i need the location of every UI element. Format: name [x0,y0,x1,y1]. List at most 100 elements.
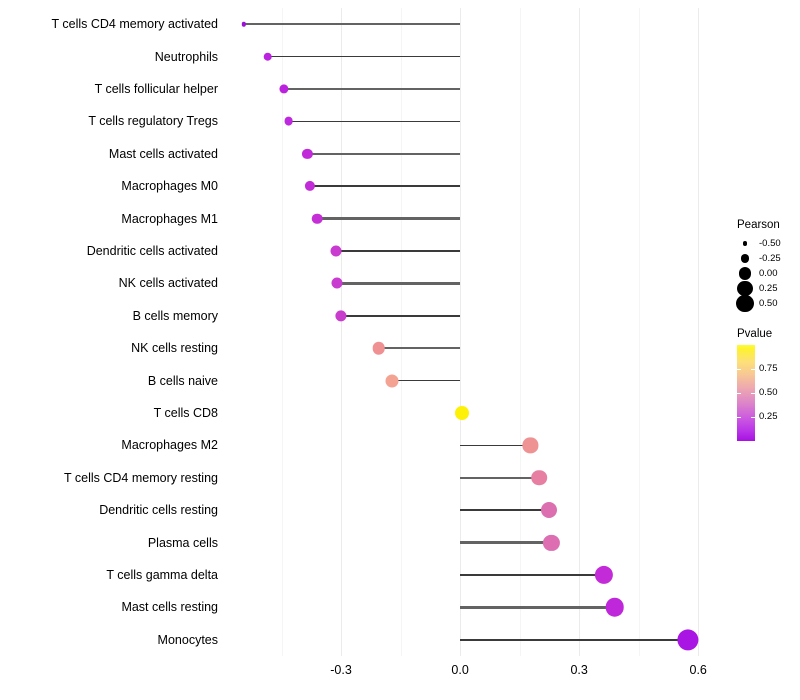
y-axis-tick-label: Plasma cells [147,535,218,550]
lollipop-stem [267,55,461,58]
lollipop-dot[interactable] [372,341,386,355]
y-axis-tick-label: Macrophages M2 [121,438,218,453]
y-axis-tick-label: NK cells activated [118,276,218,291]
lollipop-stem [310,185,461,187]
lollipop-stem [460,639,689,641]
lollipop-dot[interactable] [605,598,625,617]
size-legend-dot [742,241,748,246]
gridline-major [579,8,581,656]
size-legend-label: -0.50 [759,237,781,249]
y-axis-tick-label: T cells gamma delta [106,567,218,582]
colorbar-tick-mark [751,393,755,394]
lollipop-dot[interactable] [455,406,470,420]
size-legend-label: 0.50 [759,297,778,309]
colorbar-tick-mark [737,369,741,370]
colorbar-tick-mark [751,417,755,418]
lollipop-dot[interactable] [311,213,323,224]
size-legend-title: Pearson [737,219,780,231]
lollipop-dot[interactable] [278,84,289,94]
colorbar-wrap: 0.75 0.50 0.25 [735,345,795,441]
y-axis-tick-label: Dendritic cells resting [99,502,218,517]
colorbar-tick-label: 0.25 [759,411,778,422]
lollipop-stem [460,574,605,576]
size-legend-entry[interactable]: 0.00 [735,266,800,281]
size-legend-entry[interactable]: -0.25 [735,251,800,266]
lollipop-dot[interactable] [331,277,343,289]
colorbar-tick-label: 0.50 [759,387,778,398]
lollipop-dot[interactable] [541,502,558,519]
lollipop-dot[interactable] [335,310,347,322]
color-legend: Pvalue 0.75 0.50 0.25 [735,327,800,441]
size-legend-label: 0.00 [759,267,778,279]
legend-area: Pearson -0.50 -0.25 0.00 0.25 0.50 Pvalue 0.… [735,218,800,468]
y-axis-tick-label: B cells naive [147,373,218,388]
lollipop-stem [391,379,461,382]
size-legend-entry[interactable]: -0.50 [735,236,800,251]
colorbar-tick-mark [751,369,755,370]
y-axis-tick-label: Neutrophils [154,49,218,64]
lollipop-dot[interactable] [522,437,538,453]
lollipop-dot[interactable] [385,374,399,388]
size-legend-entry[interactable]: 0.50 [735,294,800,313]
size-legend-entry[interactable]: 0.25 [735,280,800,297]
x-axis-tick-mark [341,656,343,660]
y-axis-tick-label: Dendritic cells activated [86,243,218,258]
x-axis: -0.3 0.0 0.3 0.6 [222,656,722,686]
y-axis-tick-label: T cells CD4 memory activated [51,16,219,31]
x-axis-tick-label: 0.3 [570,663,588,677]
plot-panel [222,8,722,656]
size-legend-swatch [735,236,755,251]
gridline-major [698,8,700,656]
y-axis-tick-label: T cells follicular helper [94,81,218,96]
gridline-major [341,8,343,656]
lollipop-stem [243,22,461,26]
lollipop-stem [460,476,540,480]
y-axis-tick-label: Macrophages M0 [121,178,218,193]
y-axis-tick-label: T cells CD4 memory resting [64,470,218,485]
lollipop-dot[interactable] [531,470,548,486]
gridline-minor [519,8,521,656]
size-legend: Pearson -0.50 -0.25 0.00 0.25 0.50 [735,218,800,313]
lollipop-stem [460,509,550,511]
y-axis-labels: T cells CD4 memory activated Neutrophils T… [0,8,219,656]
x-axis-tick-label: 0.0 [451,663,469,677]
size-legend-dot [740,254,750,263]
x-axis-tick-mark [698,656,700,660]
lollipop-stem [283,87,461,91]
lollipop-stem [337,282,461,285]
color-legend-title: Pvalue [737,328,773,340]
lollipop-dot[interactable] [543,534,560,551]
gridline-minor [400,8,402,656]
x-axis-tick-label: 0.6 [689,663,707,677]
size-legend-dot [737,280,753,297]
gridline-major [460,8,462,656]
lollipop-dot[interactable] [284,116,294,126]
gridline-minor [281,8,283,656]
lollipop-stem [288,120,461,123]
size-legend-swatch [735,294,755,313]
lollipop-dot[interactable] [241,21,247,27]
y-axis-tick-label: Macrophages M1 [121,211,218,226]
colorbar-tick-mark [737,393,741,394]
lollipop-dot[interactable] [677,629,699,651]
lollipop-stem [317,217,461,220]
y-axis-tick-label: Mast cells activated [108,146,218,161]
colorbar-tick-label: 0.75 [759,363,778,374]
x-axis-tick-mark [460,656,462,660]
gridline-minor [638,8,640,656]
lollipop-dot[interactable] [302,148,313,159]
lollipop-dot[interactable] [305,181,316,192]
lollipop-stem [307,152,461,156]
y-axis-tick-label: Mast cells resting [121,600,218,615]
lollipop-dot[interactable] [263,52,272,61]
lollipop-stem [341,315,461,317]
size-legend-items: -0.50 -0.25 0.00 0.25 0.50 [735,236,800,313]
y-axis-tick-label: T cells regulatory Tregs [88,114,218,129]
size-legend-dot [736,294,754,313]
lollipop-dot[interactable] [595,565,614,585]
lollipop-stem [460,444,531,447]
y-axis-tick-label: NK cells resting [131,340,218,355]
y-axis-tick-label: T cells CD8 [153,405,218,420]
lollipop-stem [378,346,461,350]
lollipop-dot[interactable] [330,245,342,257]
